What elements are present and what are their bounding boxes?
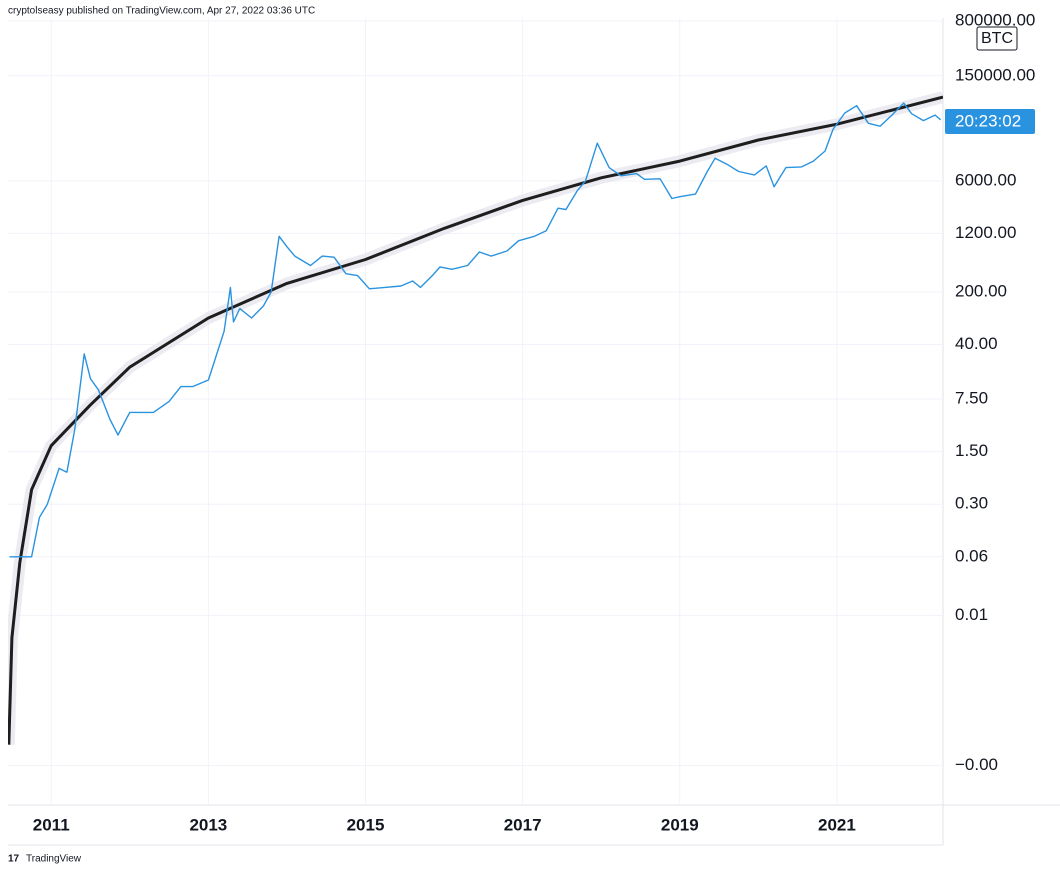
x-tick-label: 2021 <box>818 815 856 834</box>
x-tick-label: 2013 <box>189 815 227 834</box>
regression-line <box>8 95 943 745</box>
y-tick-label: −0.00 <box>955 755 998 774</box>
y-tick-label: 0.30 <box>955 494 988 513</box>
x-tick-label: 2019 <box>661 815 699 834</box>
price-line <box>9 102 942 558</box>
y-tick-label: 1200.00 <box>955 223 1016 242</box>
x-tick-label: 2011 <box>33 815 70 834</box>
symbol-box <box>976 26 1018 51</box>
countdown-box <box>945 109 1035 134</box>
y-tick-label: 6000.00 <box>955 170 1016 189</box>
logo: 17 <box>8 854 20 865</box>
y-tick-label: 0.01 <box>955 605 988 624</box>
countdown-label: 20:23:02 <box>955 111 1021 130</box>
footer: TradingView <box>26 854 82 865</box>
y-tick-label: 200.00 <box>955 281 1007 300</box>
x-tick-label: 2015 <box>347 815 385 834</box>
y-tick-label: 7.50 <box>955 389 988 408</box>
y-tick-label: 150000.00 <box>955 65 1035 84</box>
x-tick-label: 2017 <box>504 815 542 834</box>
y-tick-label: 0.06 <box>955 546 988 565</box>
y-tick-label: 40.00 <box>955 334 998 353</box>
y-tick-label: 800000.00 <box>955 11 1035 30</box>
y-tick-label: 1.50 <box>955 441 988 460</box>
header: cryptolseasy published on TradingView.co… <box>8 6 315 17</box>
symbol-label: BTC <box>981 30 1013 47</box>
